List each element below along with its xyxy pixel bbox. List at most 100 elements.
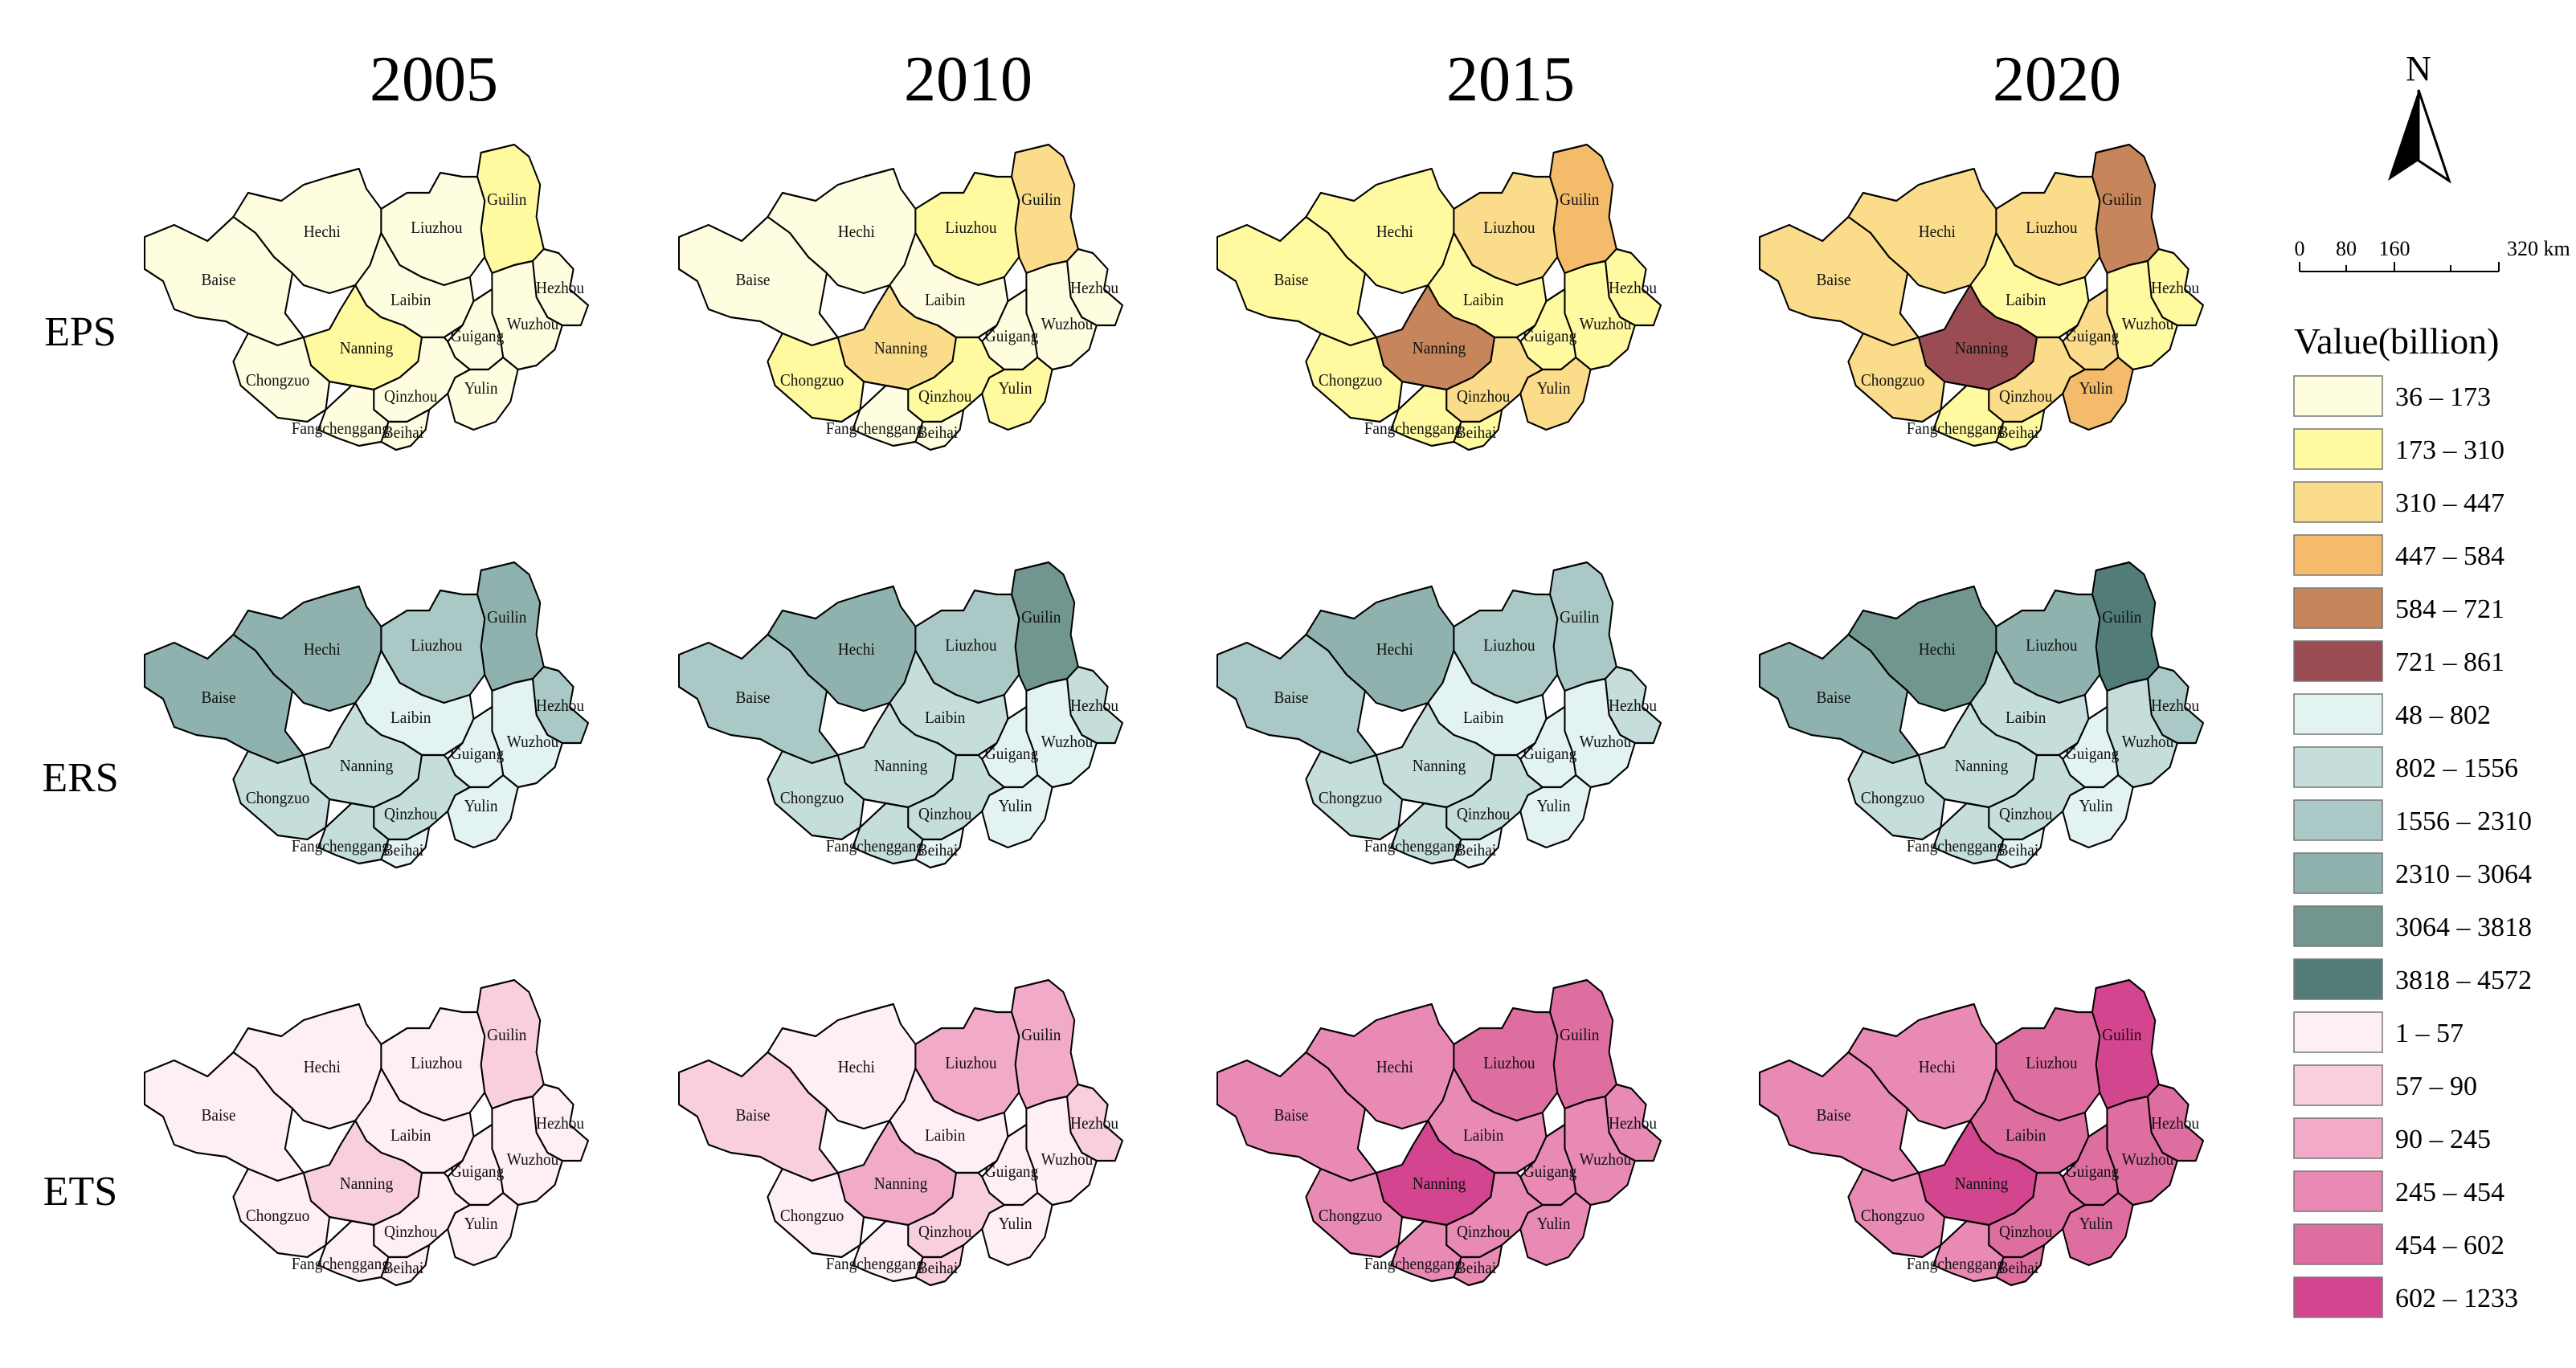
- label-fangchenggang: Fangchenggang: [292, 837, 390, 856]
- region-chongzuo: [767, 749, 865, 841]
- legend-swatch: [2293, 799, 2383, 841]
- label-yulin: Yulin: [1537, 379, 1571, 398]
- label-hechi: Hechi: [304, 1058, 341, 1076]
- region-beihai: [914, 1243, 965, 1287]
- label-nanning: Nanning: [1413, 339, 1466, 357]
- label-yulin: Yulin: [2079, 379, 2113, 398]
- map-eps-2010: Guilin Hechi Liuzhou Hezhou Baise Laibin Wuzho…: [677, 143, 1124, 451]
- label-liuzhou: Liuzhou: [2026, 636, 2077, 655]
- region-chongzuo: [232, 332, 331, 423]
- legend-swatch: [2293, 746, 2383, 788]
- label-fangchenggang: Fangchenggang: [1907, 419, 2005, 438]
- label-wuzhou: Wuzhou: [2122, 1150, 2174, 1169]
- label-baise: Baise: [1274, 271, 1309, 289]
- label-yulin: Yulin: [1537, 797, 1571, 815]
- label-yulin: Yulin: [464, 1215, 498, 1233]
- legend-range-label: 310 – 447: [2395, 488, 2504, 518]
- label-qinzhou: Qinzhou: [918, 387, 971, 406]
- label-beihai: Beihai: [1456, 423, 1497, 442]
- label-nanning: Nanning: [1955, 339, 2008, 357]
- label-laibin: Laibin: [2006, 291, 2046, 309]
- label-baise: Baise: [202, 688, 236, 707]
- legend-items: 36 – 173 173 – 310 310 – 447 447 – 584 584 –…: [2293, 375, 2532, 1318]
- legend-swatch: [2293, 852, 2383, 894]
- label-fangchenggang: Fangchenggang: [292, 419, 390, 438]
- legend-range-label: 721 – 861: [2395, 647, 2504, 677]
- label-wuzhou: Wuzhou: [1041, 315, 1094, 333]
- map-ers-2010: Guilin Hechi Liuzhou Hezhou Baise Laibin Wuzho…: [677, 561, 1124, 869]
- legend-range-label: 3064 – 3818: [2395, 913, 2532, 942]
- label-guilin: Guilin: [487, 190, 526, 209]
- label-liuzhou: Liuzhou: [1483, 1054, 1535, 1072]
- label-hezhou: Hezhou: [536, 279, 584, 297]
- row-label-eps: EPS: [44, 309, 117, 355]
- label-liuzhou: Liuzhou: [945, 636, 996, 655]
- legend-swatch: [2293, 587, 2383, 629]
- label-guilin: Guilin: [1560, 190, 1599, 209]
- label-baise: Baise: [736, 1106, 771, 1125]
- label-guigang: Guigang: [985, 327, 1038, 345]
- label-hechi: Hechi: [1919, 223, 1956, 241]
- label-laibin: Laibin: [390, 1126, 431, 1145]
- label-baise: Baise: [202, 1106, 236, 1125]
- legend-range-label: 602 – 1233: [2395, 1284, 2518, 1313]
- label-liuzhou: Liuzhou: [945, 1054, 996, 1072]
- label-baise: Baise: [736, 271, 771, 289]
- legend-swatch: [2293, 1276, 2383, 1318]
- label-nanning: Nanning: [340, 757, 393, 775]
- label-guigang: Guigang: [1523, 1162, 1576, 1181]
- label-wuzhou: Wuzhou: [1580, 733, 1632, 751]
- label-beihai: Beihai: [383, 841, 424, 860]
- label-hezhou: Hezhou: [1609, 279, 1657, 297]
- label-liuzhou: Liuzhou: [2026, 218, 2077, 237]
- legend: Value(billion) 36 – 173 173 – 310 310 – 44…: [2293, 321, 2532, 1318]
- label-hezhou: Hezhou: [2151, 279, 2199, 297]
- label-guigang: Guigang: [985, 1162, 1038, 1181]
- label-guilin: Guilin: [2102, 608, 2141, 627]
- label-guilin: Guilin: [1021, 608, 1061, 627]
- label-wuzhou: Wuzhou: [1580, 1150, 1632, 1169]
- label-beihai: Beihai: [918, 423, 959, 442]
- label-guigang: Guigang: [2066, 327, 2119, 345]
- year-header: 2010: [904, 44, 1032, 115]
- label-hechi: Hechi: [304, 640, 341, 659]
- label-beihai: Beihai: [918, 841, 959, 860]
- label-hechi: Hechi: [838, 640, 875, 659]
- label-laibin: Laibin: [390, 709, 431, 727]
- legend-range-label: 447 – 584: [2395, 541, 2504, 571]
- region-beihai: [380, 826, 431, 869]
- label-yulin: Yulin: [464, 379, 498, 398]
- label-baise: Baise: [1817, 271, 1851, 289]
- label-guigang: Guigang: [2066, 1162, 2119, 1181]
- label-nanning: Nanning: [340, 1174, 393, 1193]
- label-chongzuo: Chongzuo: [780, 371, 844, 390]
- label-nanning: Nanning: [1413, 1174, 1466, 1193]
- label-nanning: Nanning: [1955, 1174, 2008, 1193]
- legend-swatch: [2293, 640, 2383, 682]
- legend-swatch: [2293, 428, 2383, 470]
- label-qinzhou: Qinzhou: [384, 805, 437, 823]
- region-chongzuo: [1847, 1167, 1946, 1259]
- label-qinzhou: Qinzhou: [1457, 805, 1510, 823]
- label-laibin: Laibin: [1463, 1126, 1503, 1145]
- label-hezhou: Hezhou: [536, 1114, 584, 1133]
- label-qinzhou: Qinzhou: [1457, 1223, 1510, 1241]
- legend-swatch: [2293, 693, 2383, 735]
- label-baise: Baise: [736, 688, 771, 707]
- label-laibin: Laibin: [925, 1126, 965, 1145]
- label-laibin: Laibin: [925, 709, 965, 727]
- label-qinzhou: Qinzhou: [1999, 805, 2052, 823]
- legend-range-label: 173 – 310: [2395, 435, 2504, 465]
- region-beihai: [1995, 826, 2046, 869]
- scale-tick-label: 160: [2379, 237, 2410, 260]
- legend-swatch: [2293, 481, 2383, 523]
- label-hezhou: Hezhou: [1070, 696, 1118, 715]
- region-beihai: [1995, 1243, 2046, 1287]
- label-hezhou: Hezhou: [536, 696, 584, 715]
- legend-range-label: 802 – 1556: [2395, 753, 2518, 783]
- label-fangchenggang: Fangchenggang: [826, 1255, 924, 1273]
- map-grid: Guilin Hechi Liuzhou Hezhou Baise Laibin Wuzho…: [143, 143, 2205, 1287]
- label-guilin: Guilin: [1560, 608, 1599, 627]
- legend-range-label: 584 – 721: [2395, 594, 2504, 624]
- label-nanning: Nanning: [874, 757, 927, 775]
